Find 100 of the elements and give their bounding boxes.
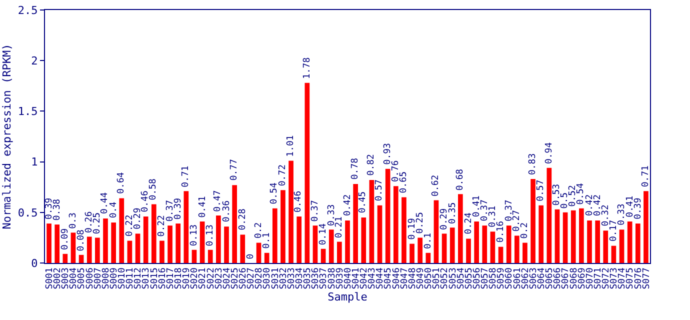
bar [506, 226, 512, 263]
bar [312, 226, 318, 263]
bar [353, 184, 358, 263]
data-label: 0.72 [278, 164, 288, 186]
bar [111, 222, 116, 263]
bar [176, 224, 181, 263]
data-label: 0.39 [633, 198, 644, 220]
bar [393, 186, 398, 263]
bar [86, 236, 92, 263]
data-label: 0.28 [238, 208, 248, 230]
bar [200, 222, 205, 263]
bar [240, 234, 246, 263]
data-label: 0.46 [294, 190, 304, 213]
data-label: 0.25 [92, 212, 103, 234]
y-tick-label: 0 [31, 256, 38, 270]
bar [192, 250, 197, 263]
data-label: 0.24 [464, 212, 474, 234]
data-label: 0.57 [374, 179, 384, 202]
bar [546, 168, 552, 263]
data-label: 0.77 [229, 158, 240, 181]
bar [151, 204, 156, 263]
data-label: 0.71 [181, 166, 192, 188]
data-label: 0.42 [343, 194, 353, 216]
bar [570, 210, 576, 263]
data-label: 0.62 [430, 174, 441, 196]
bar [328, 230, 334, 263]
bar [562, 212, 568, 263]
data-label: 1.01 [286, 135, 296, 157]
bar [385, 168, 390, 263]
data-label: 0.57 [536, 180, 546, 202]
data-label: 0.82 [366, 154, 377, 176]
data-label: 0.1 [423, 232, 434, 250]
bar [54, 224, 60, 263]
bar [320, 248, 326, 263]
bar [127, 240, 132, 263]
bar [611, 246, 616, 263]
bar [490, 232, 496, 263]
bar [498, 246, 504, 263]
data-label: 0.38 [52, 198, 63, 221]
data-label: 0.13 [206, 224, 216, 246]
data-label: 0.94 [544, 142, 554, 164]
bar [434, 200, 439, 263]
bar [482, 226, 488, 263]
bar [530, 179, 536, 263]
bar [377, 205, 382, 263]
bar [369, 180, 374, 263]
y-tick-label: 1 [31, 156, 38, 169]
data-label: 0.71 [640, 165, 651, 188]
bar [514, 236, 520, 263]
data-label: 0.4 [109, 202, 120, 218]
bar [272, 208, 278, 263]
y-tick-label: 2.5 [18, 4, 38, 17]
bar [619, 230, 624, 263]
bar [410, 244, 414, 263]
x-axis-title: Sample [328, 290, 368, 304]
bar [264, 252, 270, 263]
bar [466, 238, 471, 263]
bar [603, 230, 608, 263]
bar [644, 191, 648, 263]
bar [418, 238, 423, 263]
y-axis-title: Normalized expression (RPKM) [0, 44, 14, 230]
bar [280, 190, 286, 263]
data-label: 0.08 [76, 230, 86, 252]
bar [224, 226, 229, 263]
y-tick-label: 2 [31, 54, 38, 68]
data-label: 0.41 [198, 196, 208, 218]
bar [627, 222, 632, 263]
data-label: 0.36 [222, 200, 232, 222]
data-label: 0.2 [520, 222, 530, 239]
data-label: 0.45 [358, 191, 368, 214]
bar [256, 242, 262, 263]
bar [474, 222, 479, 263]
bar [361, 217, 366, 263]
data-label: 0.64 [116, 172, 126, 194]
bar [442, 234, 447, 263]
bar [160, 240, 164, 263]
data-label: 0.16 [496, 220, 506, 243]
bar [103, 218, 108, 263]
data-label: 0.68 [455, 168, 466, 191]
data-label: 0.54 [576, 183, 586, 205]
data-label: 0.83 [528, 153, 538, 176]
bar [184, 191, 189, 263]
data-label: 0.1 [262, 232, 272, 249]
data-label: 0.21 [334, 216, 345, 238]
bar [168, 226, 172, 263]
y-tick-label: 0.5 [18, 206, 38, 220]
bar [522, 242, 528, 263]
bar [450, 228, 455, 263]
data-label: 0.09 [60, 228, 70, 250]
data-label: 0.47 [212, 190, 223, 212]
data-label: 0.35 [448, 202, 458, 224]
bar [402, 197, 406, 263]
bar [216, 215, 221, 263]
data-label: 0.65 [398, 172, 409, 194]
bar [587, 220, 592, 263]
bar [119, 198, 124, 263]
bar [635, 224, 640, 263]
bar [337, 242, 342, 263]
data-label: 0.37 [310, 200, 321, 222]
y-tick-label: 1.5 [18, 105, 38, 118]
